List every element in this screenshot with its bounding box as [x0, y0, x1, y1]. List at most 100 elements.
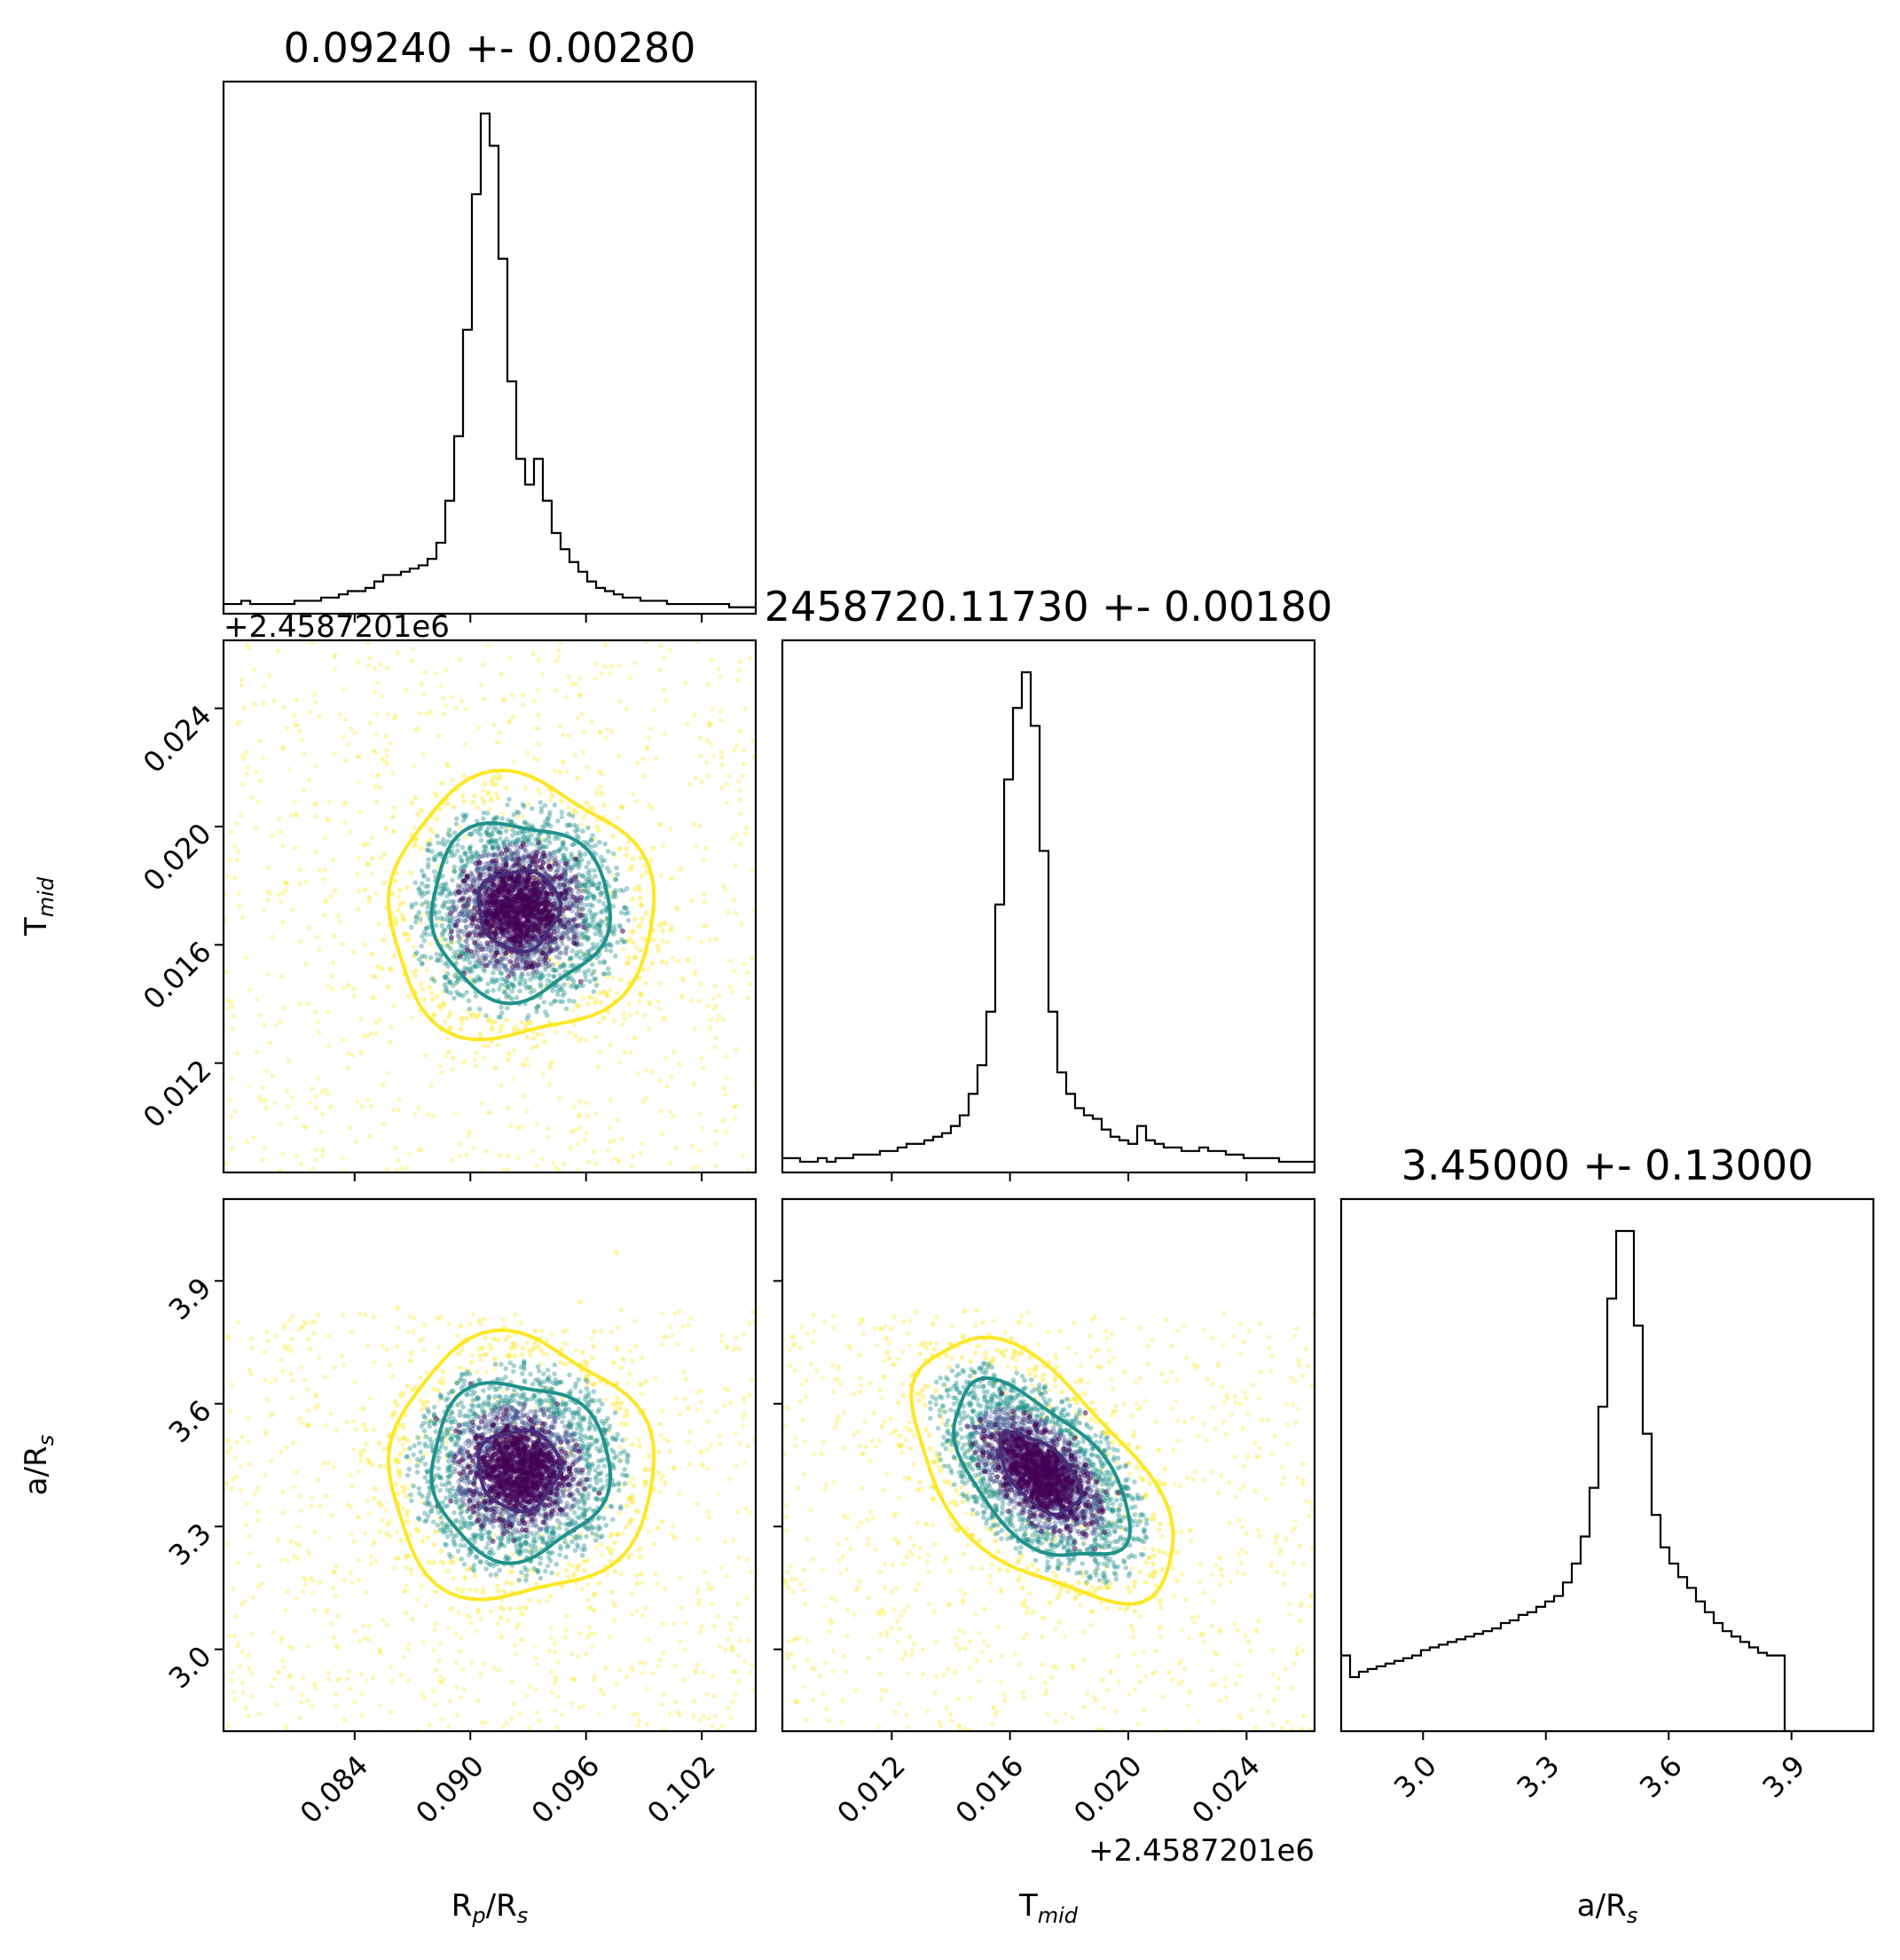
sample-point — [499, 889, 505, 895]
sample-point — [583, 875, 588, 882]
sample-point — [426, 857, 431, 862]
sample-point — [257, 738, 263, 743]
sample-point — [234, 820, 239, 826]
sample-point — [459, 896, 466, 902]
sample-point — [454, 905, 459, 910]
sample-point — [282, 1006, 287, 1011]
sample-point — [522, 892, 528, 898]
sample-point — [730, 836, 735, 842]
sample-point — [457, 953, 463, 960]
sample-point — [737, 1346, 742, 1352]
sample-point — [701, 1669, 707, 1675]
sample-point — [275, 1537, 280, 1542]
sample-point — [228, 829, 234, 835]
sample-point — [255, 799, 261, 804]
sample-point — [535, 1003, 540, 1008]
sample-point — [376, 921, 381, 926]
sample-point — [586, 1605, 592, 1611]
sample-point — [660, 1473, 666, 1479]
sample-point — [243, 749, 249, 755]
sample-point — [739, 921, 744, 927]
sample-point — [548, 853, 554, 858]
sample-point — [585, 859, 592, 866]
sample-point — [234, 721, 240, 726]
sample-point — [395, 1167, 400, 1172]
sample-point — [396, 1460, 401, 1465]
sample-point — [583, 811, 588, 817]
sample-point — [588, 844, 594, 850]
sample-point — [563, 876, 569, 882]
sample-point — [420, 692, 426, 697]
sample-point — [551, 974, 557, 979]
sample-point — [490, 852, 495, 858]
sample-point — [608, 987, 613, 992]
sample-point — [467, 883, 474, 890]
sample-point — [543, 945, 548, 951]
sample-point — [487, 960, 492, 966]
sample-point — [444, 893, 450, 899]
sample-point — [501, 1167, 507, 1172]
sample-point — [440, 1376, 445, 1381]
sample-point — [247, 987, 252, 992]
sample-point — [484, 830, 490, 836]
sample-point — [525, 834, 531, 840]
sample-point — [561, 961, 567, 968]
sample-point — [229, 1146, 234, 1151]
sample-point — [584, 889, 590, 895]
sample-point — [294, 813, 299, 819]
sample-point — [523, 837, 529, 843]
sample-point — [508, 851, 514, 856]
sample-point — [661, 1015, 667, 1022]
sample-point — [538, 970, 544, 976]
sample-point — [442, 928, 448, 934]
sample-point — [699, 1624, 704, 1629]
sample-point — [254, 769, 259, 774]
sample-point — [567, 898, 572, 904]
sample-point — [651, 1541, 657, 1547]
sample-point — [516, 810, 522, 816]
sample-point — [475, 1610, 481, 1616]
sample-point — [567, 937, 573, 942]
sample-point — [384, 748, 389, 753]
sample-point — [585, 949, 591, 954]
sample-point — [319, 1089, 325, 1094]
sample-point — [577, 676, 583, 681]
sample-point — [442, 974, 448, 980]
sample-point — [415, 1461, 420, 1466]
sample-point — [569, 903, 575, 908]
sample-point — [423, 883, 428, 890]
sample-point — [554, 1029, 559, 1034]
sample-point — [465, 911, 470, 916]
sample-point — [459, 912, 466, 917]
sample-point — [597, 769, 603, 774]
sample-point — [733, 1669, 739, 1674]
sample-point — [504, 1017, 509, 1023]
sample-point — [451, 915, 456, 921]
sample-point — [499, 956, 505, 962]
sample-point — [703, 922, 709, 929]
sample-point — [551, 974, 557, 979]
sample-point — [302, 1125, 309, 1130]
sample-point — [565, 805, 570, 811]
sample-point — [598, 892, 603, 898]
sample-point — [342, 819, 348, 826]
sample-point — [540, 1031, 546, 1037]
sample-point — [420, 960, 425, 966]
sample-point — [240, 753, 246, 759]
sample-point — [262, 685, 268, 690]
sample-point — [331, 1635, 336, 1640]
sample-point — [514, 830, 519, 836]
sample-point — [588, 837, 594, 843]
sample-point — [245, 1439, 250, 1445]
sample-point — [642, 1013, 648, 1018]
sample-point — [442, 1002, 448, 1007]
sample-point — [546, 972, 552, 978]
sample-point — [741, 1395, 746, 1400]
sample-point — [742, 1658, 748, 1664]
sample-point — [717, 1013, 722, 1018]
sample-point — [542, 945, 548, 951]
sample-point — [557, 1095, 562, 1101]
sample-point — [396, 1158, 401, 1164]
sample-point — [473, 932, 479, 938]
sample-point — [581, 952, 586, 957]
